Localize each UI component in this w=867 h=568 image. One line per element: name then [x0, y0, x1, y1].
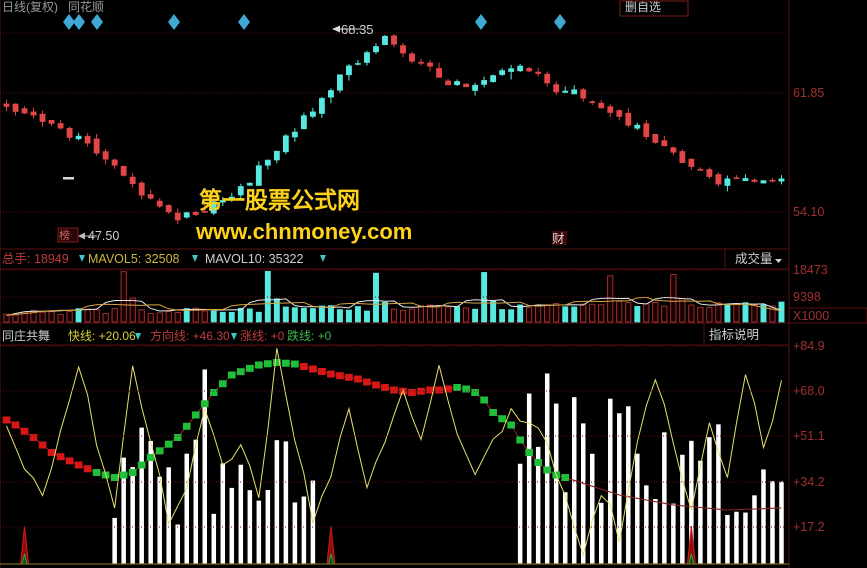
svg-text:54.10: 54.10 — [793, 205, 824, 219]
svg-text:MAVOL10: 35322: MAVOL10: 35322 — [205, 252, 303, 266]
svg-text:涨线: +0: 涨线: +0 — [240, 328, 285, 343]
svg-text:9398: 9398 — [793, 290, 821, 304]
svg-text:跌线: +0: 跌线: +0 — [287, 328, 332, 343]
svg-text:+34.2: +34.2 — [793, 475, 825, 489]
svg-text:+68.0: +68.0 — [793, 384, 825, 398]
svg-text:47.50: 47.50 — [88, 229, 119, 243]
svg-text:成交量: 成交量 — [735, 251, 773, 266]
svg-text:第一股票公式网: 第一股票公式网 — [199, 187, 360, 213]
svg-text:+84.9: +84.9 — [793, 339, 825, 353]
svg-text:www.chnmoney.com: www.chnmoney.com — [195, 219, 412, 244]
svg-text:同庄共舞: 同庄共舞 — [2, 328, 50, 343]
svg-text:日线(复权): 日线(复权) — [2, 0, 58, 14]
svg-text:方向线: +46.30: 方向线: +46.30 — [150, 328, 230, 343]
svg-text:+51.1: +51.1 — [793, 429, 825, 443]
svg-text:删自选: 删自选 — [625, 0, 661, 14]
svg-text:同花顺: 同花顺 — [68, 0, 104, 14]
svg-text:MAVOL5: 32508: MAVOL5: 32508 — [88, 252, 180, 266]
svg-text:18473: 18473 — [793, 263, 828, 277]
svg-text:快线: +20.06: 快线: +20.06 — [68, 329, 136, 343]
svg-text:财: 财 — [552, 232, 565, 246]
svg-text:61.85: 61.85 — [793, 86, 824, 100]
svg-text:68.35: 68.35 — [341, 22, 374, 37]
svg-text:+17.2: +17.2 — [793, 520, 825, 534]
svg-text:X1000: X1000 — [793, 309, 829, 323]
svg-text:指标说明: 指标说明 — [709, 327, 759, 342]
svg-text:总手: 18949: 总手: 18949 — [2, 252, 69, 266]
svg-text:榜: 榜 — [59, 228, 70, 242]
